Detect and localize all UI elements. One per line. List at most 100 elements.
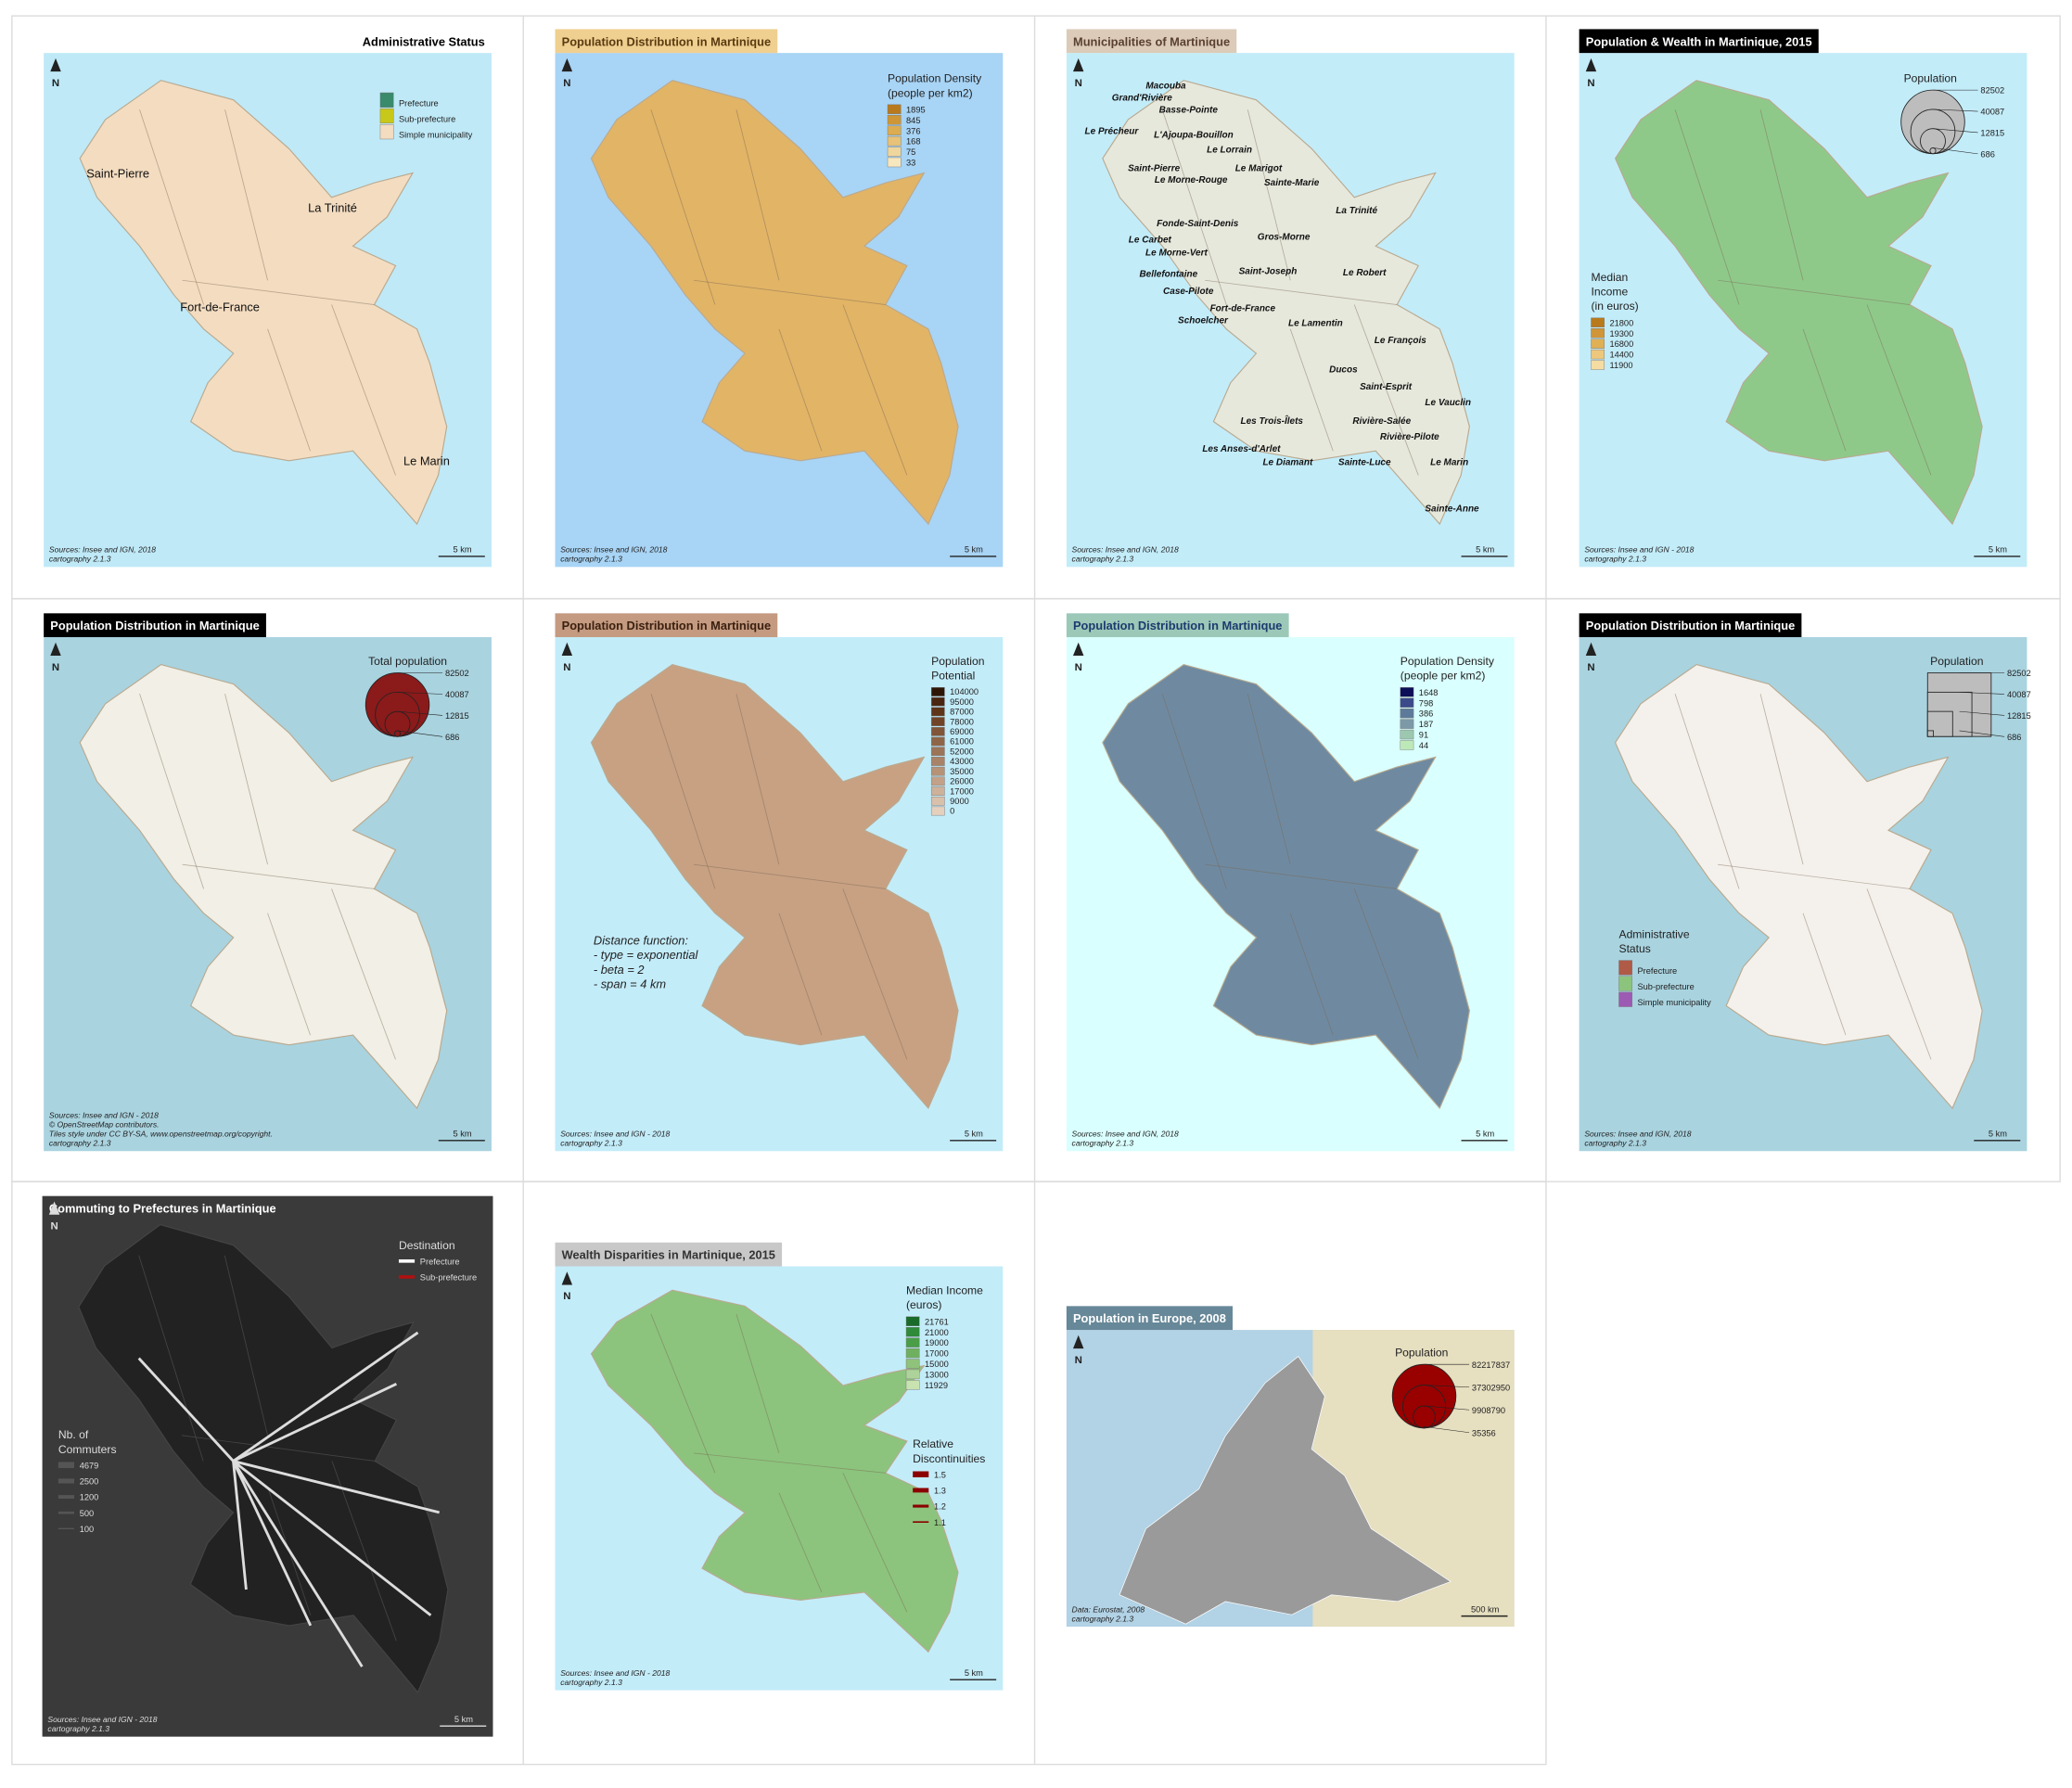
place-label: Case-Pilote bbox=[1163, 287, 1214, 297]
place-label: Grand'Rivière bbox=[1112, 94, 1173, 104]
municipality-border bbox=[1353, 304, 1419, 476]
source-note: Sources: Insee and IGN - 2018 bbox=[47, 1715, 157, 1724]
legend-item: 52000 bbox=[950, 747, 974, 756]
map-title: Commuting to Prefectures in Martinique bbox=[49, 1202, 276, 1216]
map-title: Population Distribution in Martinique bbox=[562, 34, 771, 48]
source-note: Sources: Insee and IGN, 2018 bbox=[1072, 545, 1179, 555]
scale-label: 5 km bbox=[453, 1130, 471, 1139]
north-label: N bbox=[1075, 78, 1082, 89]
scale-label: 500 km bbox=[1471, 1604, 1500, 1614]
municipality-border bbox=[778, 913, 823, 1036]
legend-swatch bbox=[1400, 697, 1414, 708]
north-label: N bbox=[563, 662, 570, 673]
place-label: Saint-Joseph bbox=[1239, 267, 1298, 277]
place-label: Sainte-Luce bbox=[1338, 457, 1391, 467]
municipality-border bbox=[1289, 328, 1334, 452]
map-title: Population & Wealth in Martinique, 2015 bbox=[1586, 34, 1812, 48]
municipality-border bbox=[1717, 863, 1911, 889]
legend-item: 11929 bbox=[925, 1381, 948, 1390]
legend-swatch bbox=[905, 1380, 920, 1390]
municipality-border bbox=[778, 1492, 823, 1593]
north-arrow bbox=[1072, 57, 1084, 72]
municipality-border bbox=[1289, 913, 1334, 1036]
north-label: N bbox=[563, 78, 570, 89]
legend-title: (in euros) bbox=[1591, 300, 1638, 313]
place-label: Le Lorrain bbox=[1207, 145, 1252, 155]
legend-swatch bbox=[930, 747, 945, 757]
legend-item: 0 bbox=[950, 807, 954, 816]
north-arrow bbox=[561, 642, 573, 657]
municipality-border bbox=[139, 109, 204, 305]
legend-swatch bbox=[905, 1316, 920, 1327]
legend-title: Population bbox=[1930, 655, 1983, 668]
map-title: Population Distribution in Martinique bbox=[1586, 619, 1795, 632]
island bbox=[590, 80, 959, 526]
legend-leader bbox=[1932, 128, 1978, 134]
legend-item: 69000 bbox=[950, 727, 974, 736]
north-arrow bbox=[50, 57, 61, 72]
source-note: cartography 2.1.3 bbox=[560, 555, 622, 564]
legend-item: 187 bbox=[1419, 720, 1433, 729]
legend-title: (people per km2) bbox=[1401, 670, 1486, 683]
legend-item: Prefecture bbox=[1637, 966, 1677, 976]
legend-symbol bbox=[1929, 147, 1937, 155]
source-note: cartography 2.1.3 bbox=[1072, 1139, 1134, 1148]
municipality-border bbox=[138, 1255, 204, 1462]
legend-title: (euros) bbox=[906, 1298, 941, 1311]
municipality-border bbox=[1353, 888, 1419, 1060]
municipality-border bbox=[842, 304, 908, 476]
legend-item: 12815 bbox=[1980, 129, 2004, 138]
legend-item: 40087 bbox=[2007, 690, 2031, 699]
municipality-border bbox=[1674, 109, 1740, 305]
legend-item: 35356 bbox=[1472, 1428, 1496, 1437]
legend-leader bbox=[1959, 730, 2005, 737]
north-arrow bbox=[1072, 642, 1084, 657]
legend-swatch bbox=[379, 124, 394, 140]
municipality-border bbox=[331, 304, 396, 476]
place-label: Le François bbox=[1375, 336, 1426, 346]
title-background bbox=[555, 29, 778, 54]
legend-title: Discontinuities bbox=[913, 1452, 985, 1465]
map-panel: Population Distribution in Martinique N 5 … bbox=[1066, 613, 1515, 1152]
municipality-border bbox=[735, 1313, 780, 1454]
map-title: Wealth Disparities in Martinique, 2015 bbox=[562, 1248, 775, 1262]
legend-title: Destination bbox=[399, 1239, 455, 1252]
legend-item: 686 bbox=[2007, 733, 2021, 742]
municipality-border bbox=[1674, 694, 1740, 889]
legend-item: 82502 bbox=[2007, 669, 2031, 678]
place-label: Sainte-Anne bbox=[1425, 504, 1479, 514]
map-panel: Population & Wealth in Martinique, 2015 N… bbox=[1579, 29, 2027, 568]
source-note: Sources: Insee and IGN, 2018 bbox=[560, 545, 667, 555]
legend-swatch bbox=[930, 717, 945, 726]
legend-item: 78000 bbox=[950, 717, 974, 726]
source-note: Sources: Insee and IGN, 2018 bbox=[49, 545, 156, 555]
legend-leader bbox=[1424, 1405, 1470, 1411]
municipality-border bbox=[842, 888, 908, 1060]
place-label: Saint-Pierre bbox=[86, 166, 149, 180]
island bbox=[78, 1223, 449, 1693]
source-note: © OpenStreetMap contributors. bbox=[49, 1120, 160, 1130]
legend-item: 11900 bbox=[1609, 361, 1632, 370]
legend-item: 82502 bbox=[1980, 86, 2004, 96]
legend-swatch bbox=[930, 796, 945, 806]
map-panel: Commuting to Prefectures in Martinique N 5… bbox=[42, 1195, 493, 1737]
municipality-border bbox=[1802, 328, 1847, 452]
place-label: Fort-de-France bbox=[1210, 304, 1276, 314]
place-label: Basse-Pointe bbox=[1159, 105, 1219, 115]
legend-symbol bbox=[1413, 1405, 1436, 1429]
legend-leader bbox=[1424, 1385, 1470, 1388]
place-label: Le Marin bbox=[1430, 457, 1468, 467]
legend-item: 100 bbox=[80, 1525, 94, 1534]
island bbox=[1614, 663, 1983, 1110]
legend-leader bbox=[397, 730, 443, 737]
place-label: Le Morne-Vert bbox=[1145, 249, 1208, 259]
legend-swatch bbox=[930, 786, 945, 796]
title-background bbox=[1579, 29, 1819, 54]
source-note: cartography 2.1.3 bbox=[49, 555, 111, 564]
source-note: Sources: Insee and IGN, 2018 bbox=[1072, 1130, 1179, 1139]
place-label: Bellefontaine bbox=[1139, 270, 1197, 280]
source-note: cartography 2.1.3 bbox=[560, 1678, 622, 1687]
municipality-border bbox=[650, 109, 716, 305]
